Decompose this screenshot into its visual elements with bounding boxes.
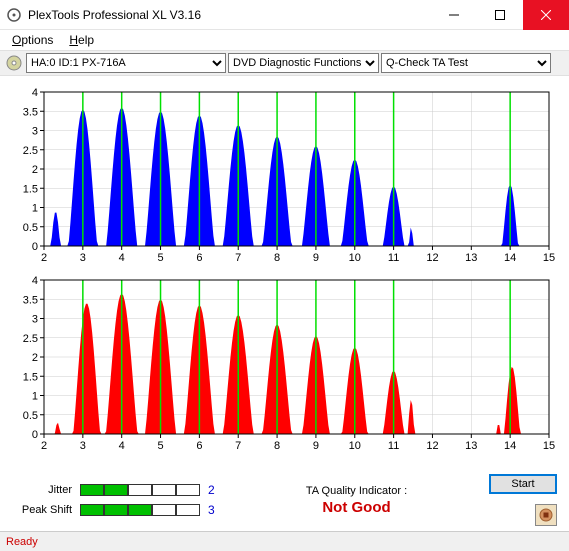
svg-text:0.5: 0.5 — [23, 222, 38, 234]
svg-text:7: 7 — [235, 440, 241, 452]
svg-text:8: 8 — [274, 252, 280, 264]
disc-icon — [6, 55, 22, 71]
svg-text:3: 3 — [32, 126, 38, 138]
function-select[interactable]: DVD Diagnostic Functions — [228, 53, 379, 73]
peak-meter — [80, 504, 200, 516]
svg-text:2: 2 — [32, 352, 38, 364]
jitter-label: Jitter — [12, 484, 72, 496]
meter-box — [128, 484, 152, 496]
meter-box — [176, 484, 200, 496]
bottom-panel: Jitter 2 Peak Shift 3 TA Quality Indicat… — [0, 469, 569, 531]
svg-text:3.5: 3.5 — [23, 294, 38, 306]
menubar: Options Help — [0, 30, 569, 50]
jitter-row: Jitter 2 — [12, 483, 224, 497]
quality-label: TA Quality Indicator : — [224, 485, 489, 497]
app-icon — [6, 7, 22, 23]
status-text: Ready — [6, 536, 38, 548]
chart-top: 0 0.5 1 1.5 2 2.5 3 3.5 4 2 3 4 5 6 7 8 9 10 11 12 13 14 15 — [12, 86, 557, 264]
svg-text:2.5: 2.5 — [23, 145, 38, 157]
peak-label: Peak Shift — [12, 504, 72, 516]
svg-text:6: 6 — [196, 252, 202, 264]
svg-text:0: 0 — [32, 429, 38, 441]
toolbar: HA:0 ID:1 PX-716A DVD Diagnostic Functio… — [0, 50, 569, 76]
svg-text:5: 5 — [157, 440, 163, 452]
meter-box — [128, 504, 152, 516]
stop-button[interactable] — [535, 504, 557, 526]
svg-text:0: 0 — [32, 241, 38, 253]
svg-text:1: 1 — [32, 203, 38, 215]
svg-text:4: 4 — [32, 275, 38, 287]
right-buttons: Start — [489, 474, 557, 526]
quality-indicator: TA Quality Indicator : Not Good — [224, 485, 489, 516]
svg-text:2.5: 2.5 — [23, 333, 38, 345]
peak-row: Peak Shift 3 — [12, 503, 224, 517]
svg-text:11: 11 — [388, 440, 399, 452]
statusbar: Ready — [0, 531, 569, 551]
svg-text:13: 13 — [465, 440, 477, 452]
svg-text:15: 15 — [543, 252, 555, 264]
svg-text:6: 6 — [196, 440, 202, 452]
svg-text:14: 14 — [504, 252, 516, 264]
meter-box — [80, 504, 104, 516]
meter-box — [104, 484, 128, 496]
svg-text:0.5: 0.5 — [23, 410, 38, 422]
titlebar: PlexTools Professional XL V3.16 — [0, 0, 569, 30]
meter-box — [152, 484, 176, 496]
test-select[interactable]: Q-Check TA Test — [381, 53, 551, 73]
svg-text:3: 3 — [80, 440, 86, 452]
svg-text:8: 8 — [274, 440, 280, 452]
svg-text:10: 10 — [349, 252, 361, 264]
svg-text:9: 9 — [313, 440, 319, 452]
svg-text:12: 12 — [426, 252, 438, 264]
close-button[interactable] — [523, 0, 569, 30]
svg-text:7: 7 — [235, 252, 241, 264]
meters: Jitter 2 Peak Shift 3 — [12, 483, 224, 517]
meter-box — [80, 484, 104, 496]
svg-text:1.5: 1.5 — [23, 183, 38, 195]
svg-text:1.5: 1.5 — [23, 371, 38, 383]
start-button[interactable]: Start — [489, 474, 557, 494]
svg-text:10: 10 — [349, 440, 361, 452]
svg-text:3.5: 3.5 — [23, 106, 38, 118]
svg-text:5: 5 — [157, 252, 163, 264]
meter-box — [104, 504, 128, 516]
menu-options[interactable]: Options — [4, 31, 61, 49]
svg-text:14: 14 — [504, 440, 516, 452]
svg-text:2: 2 — [41, 440, 47, 452]
drive-select[interactable]: HA:0 ID:1 PX-716A — [26, 53, 226, 73]
meter-box — [152, 504, 176, 516]
maximize-button[interactable] — [477, 0, 523, 30]
svg-text:2: 2 — [32, 164, 38, 176]
svg-text:13: 13 — [465, 252, 477, 264]
svg-text:2: 2 — [41, 252, 47, 264]
window-title: PlexTools Professional XL V3.16 — [28, 8, 431, 22]
svg-text:3: 3 — [80, 252, 86, 264]
minimize-button[interactable] — [431, 0, 477, 30]
jitter-meter — [80, 484, 200, 496]
chart-bottom: 0 0.5 1 1.5 2 2.5 3 3.5 4 2 3 4 5 6 7 8 9 10 11 12 13 14 15 — [12, 274, 557, 452]
svg-text:12: 12 — [426, 440, 438, 452]
svg-text:4: 4 — [119, 440, 125, 452]
svg-text:9: 9 — [313, 252, 319, 264]
peak-value: 3 — [208, 503, 224, 517]
svg-text:1: 1 — [32, 391, 38, 403]
svg-text:4: 4 — [32, 87, 38, 99]
meter-box — [176, 504, 200, 516]
svg-text:11: 11 — [388, 252, 399, 264]
charts-area: 00.511.522.533.5423456789101112131415 00… — [0, 76, 569, 469]
jitter-value: 2 — [208, 483, 224, 497]
quality-value: Not Good — [224, 499, 489, 516]
menu-help[interactable]: Help — [61, 31, 102, 49]
svg-text:4: 4 — [119, 252, 125, 264]
svg-text:3: 3 — [32, 314, 38, 326]
svg-text:15: 15 — [543, 440, 555, 452]
